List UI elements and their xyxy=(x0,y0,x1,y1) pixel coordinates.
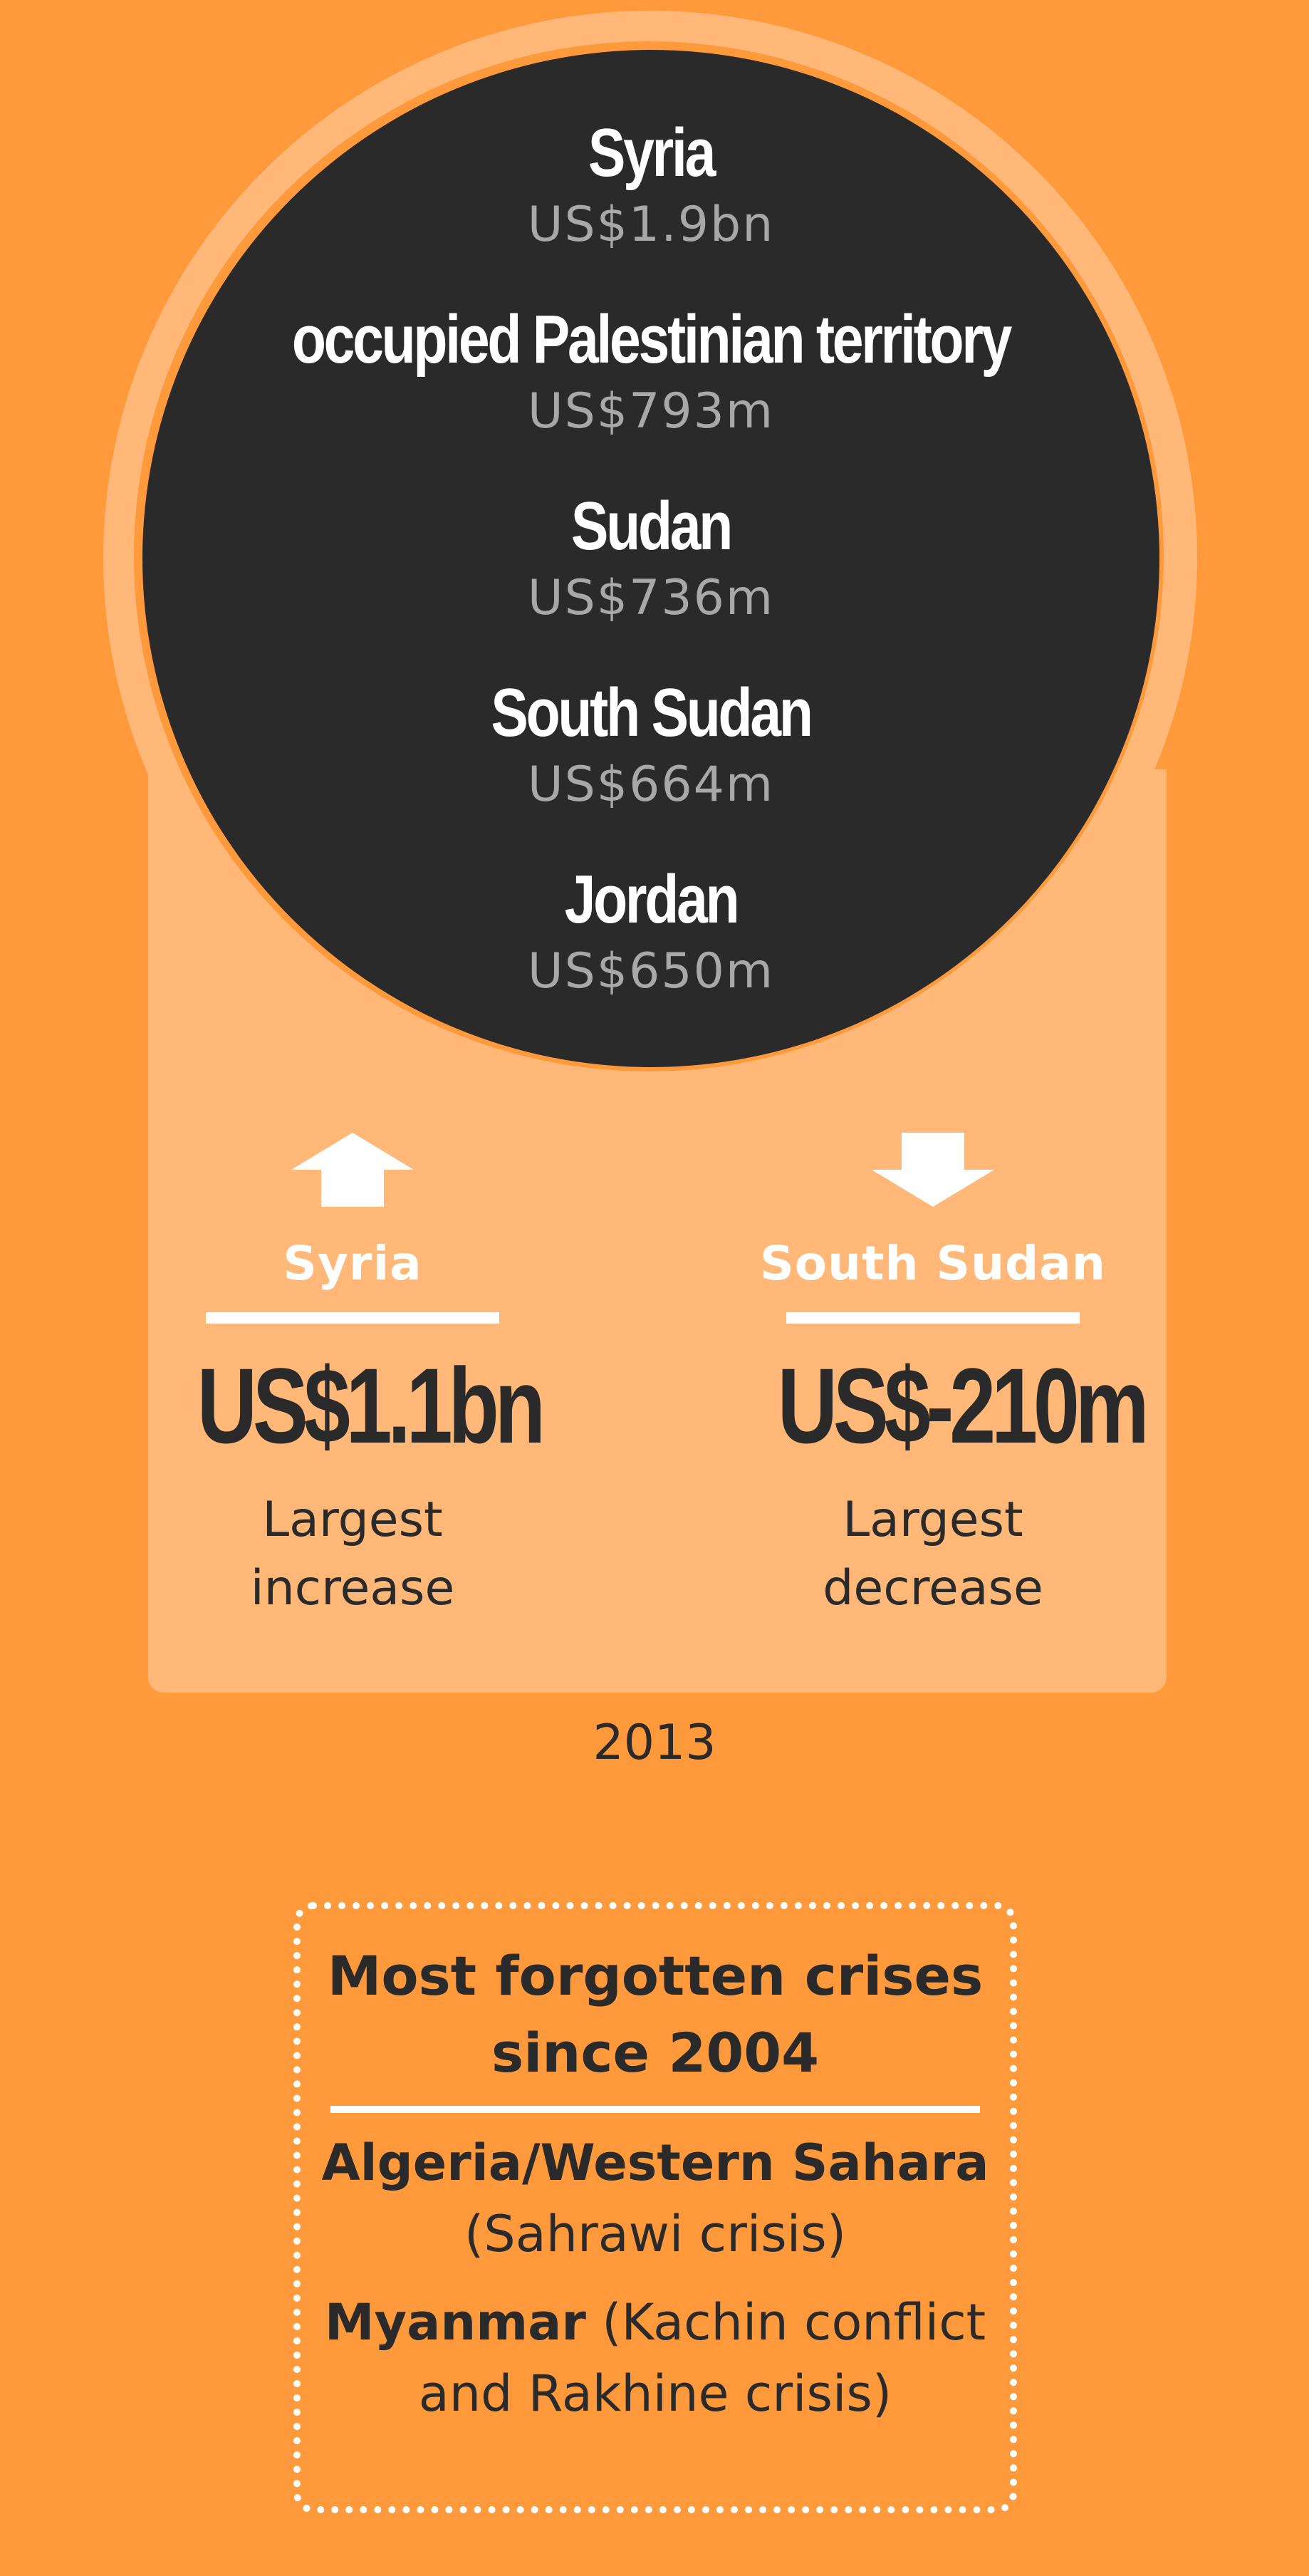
arrow-up-icon xyxy=(291,1133,414,1207)
increase-caption: Largest increase xyxy=(153,1486,552,1623)
caption-line: Largest xyxy=(843,1492,1023,1548)
decrease-country: South Sudan xyxy=(760,1236,1106,1291)
largest-decrease-column: South Sudan US$-210m Largest decrease xyxy=(734,1133,1149,1623)
year-label: 2013 xyxy=(593,1715,716,1771)
crisis-detail: (Sahrawi crisis) xyxy=(464,2205,847,2263)
country-amount: US$664m xyxy=(527,757,775,813)
decrease-amount: US$-210m xyxy=(777,1346,1149,1465)
country-name: Sudan xyxy=(570,488,733,564)
divider xyxy=(206,1312,499,1324)
caption-line: Largest xyxy=(262,1492,443,1548)
crisis-item: Myanmar (Kachin conflict and Rakhine cri… xyxy=(301,2287,1010,2429)
top-recipients-list: Syria US$1.9bn occupied Palestinian terr… xyxy=(142,114,1159,1047)
country-amount: US$650m xyxy=(527,943,775,999)
country-name: South Sudan xyxy=(491,675,813,751)
title-line: since 2004 xyxy=(491,2021,819,2084)
country-amount: US$793m xyxy=(527,383,775,440)
crisis-item: Algeria/Western Sahara (Sahrawi crisis) xyxy=(301,2127,1010,2270)
arrow-down-icon xyxy=(872,1133,994,1207)
country-amount: US$736m xyxy=(527,570,775,626)
list-item: Jordan US$650m xyxy=(142,861,1159,1047)
increase-country: Syria xyxy=(283,1236,422,1291)
list-item: Sudan US$736m xyxy=(142,487,1159,674)
caption-line: increase xyxy=(250,1560,455,1616)
list-item: South Sudan US$664m xyxy=(142,674,1159,861)
list-item: occupied Palestinian territory US$793m xyxy=(142,301,1159,487)
country-amount: US$1.9bn xyxy=(527,197,775,253)
caption-line: decrease xyxy=(823,1560,1043,1616)
country-name: Syria xyxy=(588,115,716,191)
increase-amount: US$1.1bn xyxy=(197,1346,546,1465)
divider xyxy=(786,1312,1080,1324)
largest-increase-column: Syria US$1.1bn Largest increase xyxy=(153,1133,552,1623)
decrease-caption: Largest decrease xyxy=(734,1486,1132,1623)
title-line: Most forgotten crises xyxy=(327,1944,984,2008)
crisis-country: Myanmar xyxy=(324,2293,586,2352)
crisis-country: Algeria/Western Sahara xyxy=(321,2134,989,2192)
list-item: Syria US$1.9bn xyxy=(142,114,1159,301)
forgotten-crises-title: Most forgotten crises since 2004 xyxy=(301,1938,1010,2092)
divider xyxy=(330,2106,980,2113)
crisis-detail: (Kachin conflict xyxy=(602,2293,986,2352)
crisis-detail-line2: and Rakhine crisis) xyxy=(418,2364,892,2423)
crisis-line: Myanmar (Kachin conflict xyxy=(301,2287,1010,2358)
country-name: occupied Palestinian territory xyxy=(291,301,1013,378)
country-name: Jordan xyxy=(564,861,740,938)
top-recipients-circle xyxy=(142,50,1159,1067)
forgotten-crises-box: Most forgotten crises since 2004 Algeria… xyxy=(293,1902,1017,2513)
